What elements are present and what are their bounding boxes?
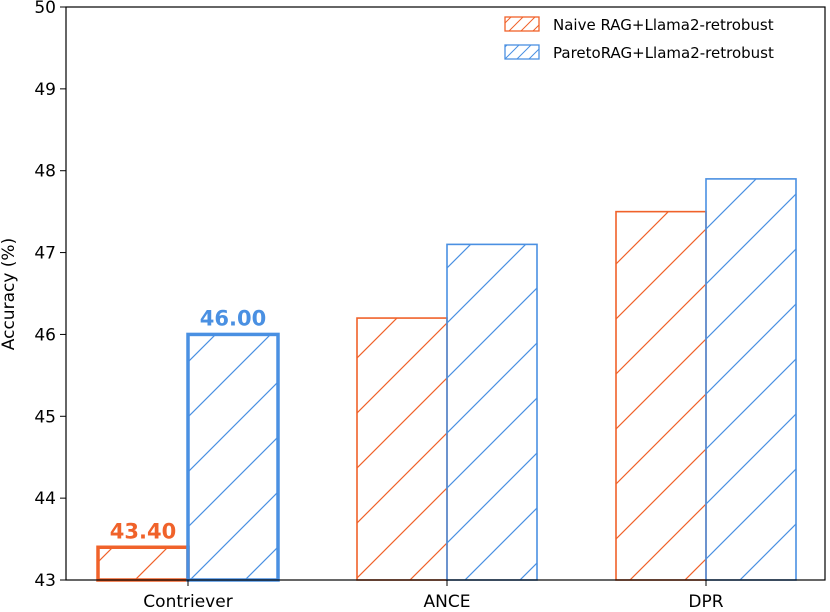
y-tick-label-44: 44 [34, 489, 56, 509]
y-tick-label-43: 43 [34, 571, 56, 591]
data-label-contriever-naive-rag-llama2-retrobust: 43.40 [110, 519, 176, 543]
axes-group: Contriever ANCE DPR 43 44 45 46 47 48 49 50 [34, 0, 826, 612]
legend-label-naive-rag-llama2-retrobust: Naive RAG+Llama2-retrobust [553, 16, 774, 34]
legend-label-paretorag-llama2-retrobust: ParetoRAG+Llama2-retrobust [553, 44, 774, 62]
y-tick-label-47: 47 [34, 244, 56, 264]
bar-ance-paretorag-llama2-retrobust [446, 243, 538, 581]
y-tick-label-45: 45 [34, 407, 56, 427]
plot-frame [65, 6, 826, 581]
x-tick-label-ance: ANCE [424, 592, 471, 612]
legend: Naive RAG+Llama2-retrobust ParetoRAG+Llam… [504, 16, 774, 62]
bar-ance-naive-rag-llama2-retrobust [356, 317, 448, 581]
legend-swatch-naive-rag-llama2-retrobust [504, 16, 540, 32]
y-axis-title: Accuracy (%) [0, 238, 19, 350]
x-tick-label-dpr: DPR [688, 592, 723, 612]
y-tick-label-48: 48 [34, 162, 56, 182]
y-tick-label-46: 46 [34, 325, 56, 345]
y-tick-label-49: 49 [34, 80, 56, 100]
x-tick-label-contriever: Contriever [143, 592, 232, 612]
bar-contriever-paretorag-llama2-retrobust [186, 332, 280, 582]
legend-swatch-paretorag-llama2-retrobust [504, 44, 540, 60]
y-tick-label-50: 50 [34, 0, 56, 18]
data-labels-group: 43.40 46.00 [110, 306, 266, 543]
bars-group [96, 178, 797, 582]
data-label-contriever-paretorag-llama2-retrobust: 46.00 [200, 306, 266, 330]
bar-contriever-naive-rag-llama2-retrobust [96, 545, 190, 582]
bar-dpr-paretorag-llama2-retrobust [705, 178, 797, 581]
bar-dpr-naive-rag-llama2-retrobust [615, 210, 707, 581]
